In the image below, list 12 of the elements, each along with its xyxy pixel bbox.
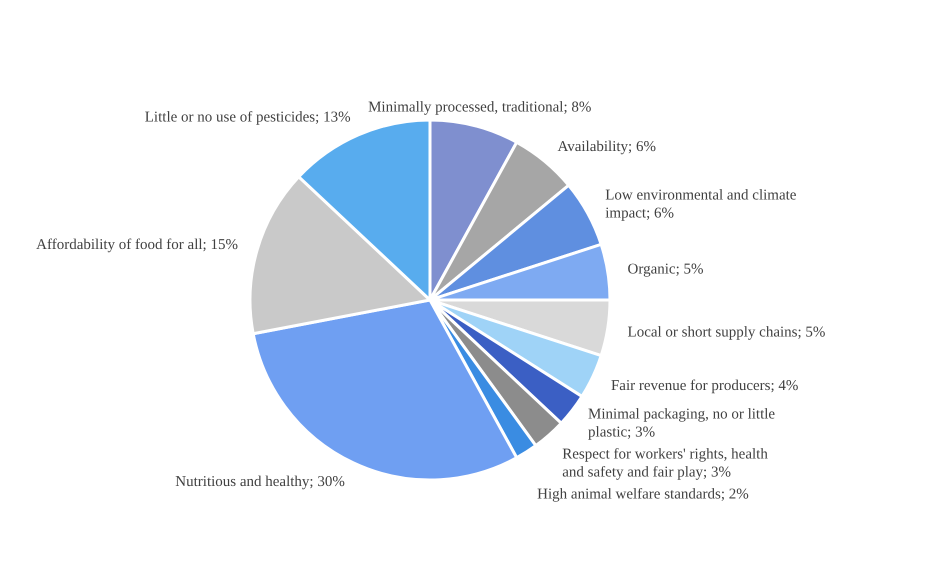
slice-label: Local or short supply chains; 5%	[628, 324, 826, 340]
slice-label: High animal welfare standards; 2%	[537, 486, 749, 503]
slice-label: Affordability of food for all; 15%	[36, 237, 238, 254]
slice-label: Fair revenue for producers; 4%	[610, 378, 798, 394]
slice-label: Minimal packaging, no or little plastic; 3%	[588, 406, 776, 441]
slice-label: Nutritious and healthy; 30%	[175, 474, 345, 490]
slice-label: Minimally processed, traditional; 8%	[368, 99, 592, 116]
slice-label: Organic; 5%	[628, 262, 704, 278]
slice-label: Low environmental and climate impact; 6%	[605, 188, 797, 222]
slice-label: Availability; 6%	[557, 138, 656, 155]
slice-label: Little or no use of pesticides; 13%	[144, 109, 351, 126]
slice-label: Respect for workers' rights, health and safety and fair play; 3%	[562, 446, 768, 481]
